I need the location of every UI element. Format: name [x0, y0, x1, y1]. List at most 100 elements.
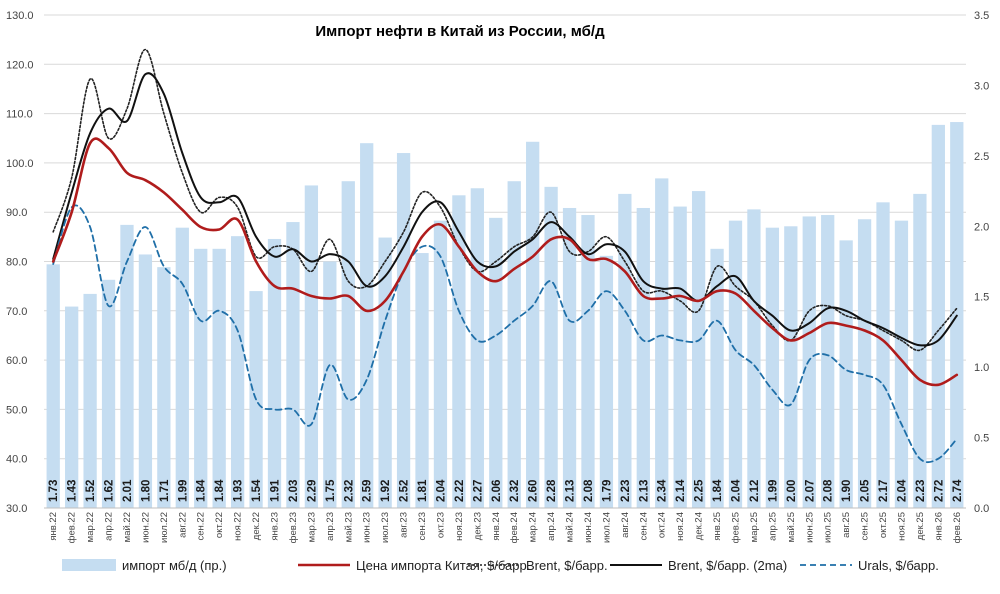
bar-value-label: 2.04	[435, 479, 447, 502]
bar-value-label: 1.75	[325, 479, 337, 502]
bar	[599, 255, 614, 508]
bar-value-label: 2.04	[896, 479, 908, 502]
x-axis-tick-label: июл.25	[823, 512, 834, 543]
x-axis-tick-label: фев.24	[509, 512, 520, 543]
bar	[157, 267, 171, 508]
bar-value-label: 1.54	[251, 479, 263, 502]
bar-value-label: 1.93	[233, 480, 245, 502]
bar-value-label: 1.73	[48, 480, 60, 502]
bar	[415, 253, 429, 508]
x-axis-tick-label: июн.25	[804, 512, 815, 543]
right-axis-tick-label: 0.0	[974, 503, 989, 515]
bar	[673, 206, 687, 508]
bar	[526, 141, 540, 508]
bar	[323, 261, 337, 508]
x-axis-tick-label: июн.22	[140, 512, 151, 543]
right-axis-tick-label: 3.5	[974, 10, 989, 22]
left-axis: 30.0 40.0 50.0 60.0 70.0 80.0 90.0 100.0 110.0 12…	[6, 10, 34, 515]
bar	[931, 124, 945, 509]
bar-value-label: 2.07	[804, 480, 816, 502]
bar-value-label: 1.71	[159, 479, 171, 502]
x-axis-tick-label: мар.22	[85, 512, 96, 542]
bar-value-label: 2.59	[362, 480, 374, 502]
bar-value-label: 1.92	[380, 480, 392, 502]
bar	[894, 220, 909, 508]
legend-label-import-price: Цена импорта Китая, $/барр.	[356, 558, 530, 573]
x-axis-tick-label: апр.24	[546, 512, 557, 541]
chart-title: Импорт нефти в Китай из России, мб/д	[315, 23, 605, 40]
x-axis-tick-label: фев.22	[67, 512, 78, 543]
bar	[655, 178, 669, 508]
x-axis-tick-label: сен.23	[417, 512, 428, 541]
bar-value-label: 2.34	[657, 479, 669, 502]
bar	[230, 236, 245, 508]
bar	[175, 227, 189, 509]
bar	[360, 143, 374, 508]
bar-value-label: 1.84	[196, 479, 208, 502]
bar	[138, 254, 153, 508]
bar	[821, 215, 835, 508]
right-axis-tick-label: 2.5	[974, 151, 989, 163]
x-axis-tick-label: янв.25	[712, 512, 723, 541]
left-axis-tick-label: 100.0	[6, 158, 34, 170]
left-axis-tick-label: 120.0	[6, 59, 34, 71]
bar	[728, 220, 743, 508]
bar-value-label: 1.80	[140, 480, 152, 502]
bar	[710, 248, 724, 508]
bar-value-label: 1.81	[417, 479, 429, 502]
left-axis-tick-label: 80.0	[6, 257, 27, 269]
x-axis-tick-label: дек.25	[915, 512, 926, 540]
x-axis-tick-label: авг.23	[399, 512, 410, 538]
bar-value-label: 1.99	[177, 480, 189, 502]
bar-value-label: 2.08	[823, 479, 835, 502]
bar	[562, 207, 577, 508]
bar-value-label: 2.32	[343, 480, 355, 502]
x-axis-tick-label: мар.25	[749, 512, 760, 542]
bar	[378, 237, 392, 508]
bar-value-label: 2.13	[638, 480, 650, 502]
x-axis-tick-label: май.24	[565, 512, 576, 542]
right-axis-tick-label: 3.0	[974, 80, 989, 92]
bar-value-label: 2.17	[878, 480, 890, 502]
bar-value-label: 2.00	[786, 480, 798, 502]
x-axis-tick-label: июл.24	[601, 512, 612, 543]
bar-value-label: 2.23	[915, 480, 927, 502]
bar	[83, 293, 97, 508]
right-axis: 0.0 0.5 1.0 1.5 2.0 2.5 3.0 3.5	[974, 10, 989, 515]
x-axis-tick-label: дек.23	[472, 512, 483, 540]
left-axis-tick-label: 40.0	[6, 454, 27, 466]
left-axis-tick-label: 30.0	[6, 503, 27, 515]
bar-value-label: 1.91	[270, 479, 282, 502]
x-axis-tick-label: апр.23	[325, 512, 336, 541]
bar-value-label: 2.28	[546, 479, 558, 502]
x-axis: янв.22 фев.22 мар.22 апр.22 май.22 июн.22 июл.…	[44, 507, 966, 543]
bar-value-label: 2.04	[731, 479, 743, 502]
bar-value-label: 2.06	[491, 480, 503, 502]
legend-label-brent-2ma: Brent, $/барр. (2ma)	[668, 558, 787, 573]
bar	[267, 238, 282, 508]
x-axis-tick-label: фев.23	[288, 512, 299, 543]
x-axis-tick-label: окт.22	[214, 512, 225, 538]
x-axis-tick-label: апр.22	[104, 512, 115, 541]
bar-value-label: 2.08	[583, 479, 595, 502]
x-axis-tick-label: ноя.25	[896, 512, 907, 541]
x-axis-tick-label: мар.23	[306, 512, 317, 542]
bar-value-label: 1.90	[841, 480, 853, 502]
bar	[839, 240, 853, 508]
bar-value-label: 2.74	[952, 479, 964, 502]
bar	[802, 216, 816, 508]
bar	[101, 279, 116, 508]
bar	[507, 181, 521, 508]
bar	[452, 195, 466, 508]
x-axis-tick-label: май.23	[343, 512, 354, 542]
line-brent	[52, 48, 958, 352]
bar	[341, 181, 355, 508]
legend: импорт мб/д (пр.) Цена импорта Китая, $/…	[62, 558, 939, 573]
bar-value-label: 2.27	[472, 480, 484, 502]
x-axis-tick-label: фев.26	[952, 512, 963, 543]
right-axis-tick-label: 1.0	[974, 362, 989, 374]
right-axis-tick-label: 2.0	[974, 221, 989, 233]
bar	[784, 226, 798, 509]
bar	[304, 185, 319, 509]
